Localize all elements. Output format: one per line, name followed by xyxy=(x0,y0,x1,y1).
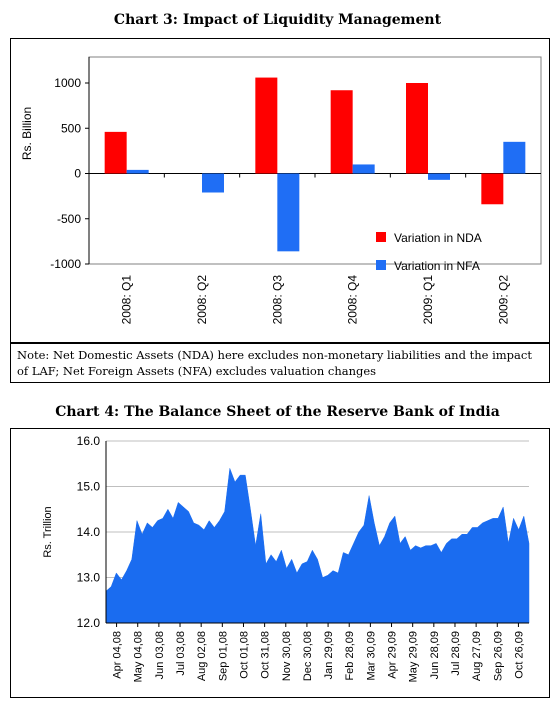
y-tick-label: 500 xyxy=(61,121,81,135)
bar xyxy=(352,164,375,174)
y-tick-label: 12.0 xyxy=(77,616,101,630)
chart4-frame: 16.0 15.0 14.0 13.0 12.0 Rs. Trillion Apr 04,0… xyxy=(10,428,550,698)
bar xyxy=(406,83,428,174)
x-tick-label: 2008: Q1 xyxy=(120,275,134,325)
x-tick-label: 2009: Q2 xyxy=(496,275,510,325)
y-tick-label: -500 xyxy=(57,212,81,226)
chart4-title: Chart 4: The Balance Sheet of the Reserv… xyxy=(55,404,500,420)
bar xyxy=(255,77,278,174)
y-axis-label: Rs. Billion xyxy=(20,107,34,160)
x-tick-label: Jul 28,09 xyxy=(450,631,462,676)
y-tick-label: 16.0 xyxy=(77,434,101,448)
bar xyxy=(126,169,149,174)
legend-swatch xyxy=(376,232,386,242)
x-tick-label: Jun 03,08 xyxy=(154,631,166,679)
y-tick-label: 15.0 xyxy=(77,480,101,494)
bar xyxy=(277,173,300,252)
bar-chart: 1000 500 0 -500 -1000 Rs. Billion 2008: Q1 2008… xyxy=(20,56,542,325)
x-tick-label: 2008: Q2 xyxy=(195,275,209,325)
y-tick-label: 1000 xyxy=(54,76,81,90)
x-tick-label: 2008: Q4 xyxy=(346,275,360,325)
y-tick-label: 0 xyxy=(74,167,81,181)
legend-swatch xyxy=(376,260,386,270)
x-tick-label: 2008: Q3 xyxy=(270,275,284,325)
legend-label: Variation in NFA xyxy=(394,259,480,273)
y-tick-label: -1000 xyxy=(50,257,81,271)
y-tick-label: 14.0 xyxy=(77,525,101,539)
y-axis-label: Rs. Trillion xyxy=(42,506,54,557)
x-tick-label: Oct 01,08 xyxy=(238,631,250,679)
x-tick-label: Apr 04,08 xyxy=(112,631,124,679)
bar xyxy=(330,90,353,174)
x-tick-label: Aug 27,09 xyxy=(471,631,483,681)
y-tick-label: 13.0 xyxy=(77,571,101,585)
x-tick-label: Feb 28,09 xyxy=(344,631,356,681)
x-tick-label: Aug 02,08 xyxy=(196,631,208,681)
x-tick-label: 2009: Q1 xyxy=(421,275,435,325)
chart3-note: Note: Net Domestic Assets (NDA) here exc… xyxy=(10,343,550,383)
chart3-title: Chart 3: Impact of Liquidity Management xyxy=(113,12,442,28)
x-tick-label: Jul 03,08 xyxy=(175,631,187,676)
x-tick-label: Mar 30,09 xyxy=(365,631,377,681)
legend-label: Variation in NDA xyxy=(394,231,482,245)
x-tick-label: Oct 26,09 xyxy=(513,631,525,679)
bar xyxy=(202,173,224,193)
area-series xyxy=(105,468,530,624)
bar xyxy=(428,173,450,180)
bar xyxy=(481,173,504,205)
x-tick-label: Nov 30,08 xyxy=(281,631,293,681)
x-tick-label: Oct 31,08 xyxy=(260,631,272,679)
x-tick-label: Jun 28,09 xyxy=(429,631,441,679)
x-tick-label: Apr 29,09 xyxy=(387,631,399,679)
chart3-frame: 1000 500 0 -500 -1000 Rs. Billion 2008: Q1 2008… xyxy=(10,38,550,343)
x-tick-label: May 29,09 xyxy=(408,631,420,682)
bar xyxy=(503,141,526,174)
x-tick-label: Sep 26,09 xyxy=(492,631,504,681)
x-tick-label: Dec 30,08 xyxy=(302,631,314,681)
x-tick-label: May 04,08 xyxy=(133,631,145,682)
x-tick-label: Jan 29,09 xyxy=(323,631,335,679)
area-chart: 16.0 15.0 14.0 13.0 12.0 Rs. Trillion Apr 04,0… xyxy=(42,434,530,682)
x-tick-label: Sep 01,08 xyxy=(217,631,229,681)
bar xyxy=(104,131,127,174)
